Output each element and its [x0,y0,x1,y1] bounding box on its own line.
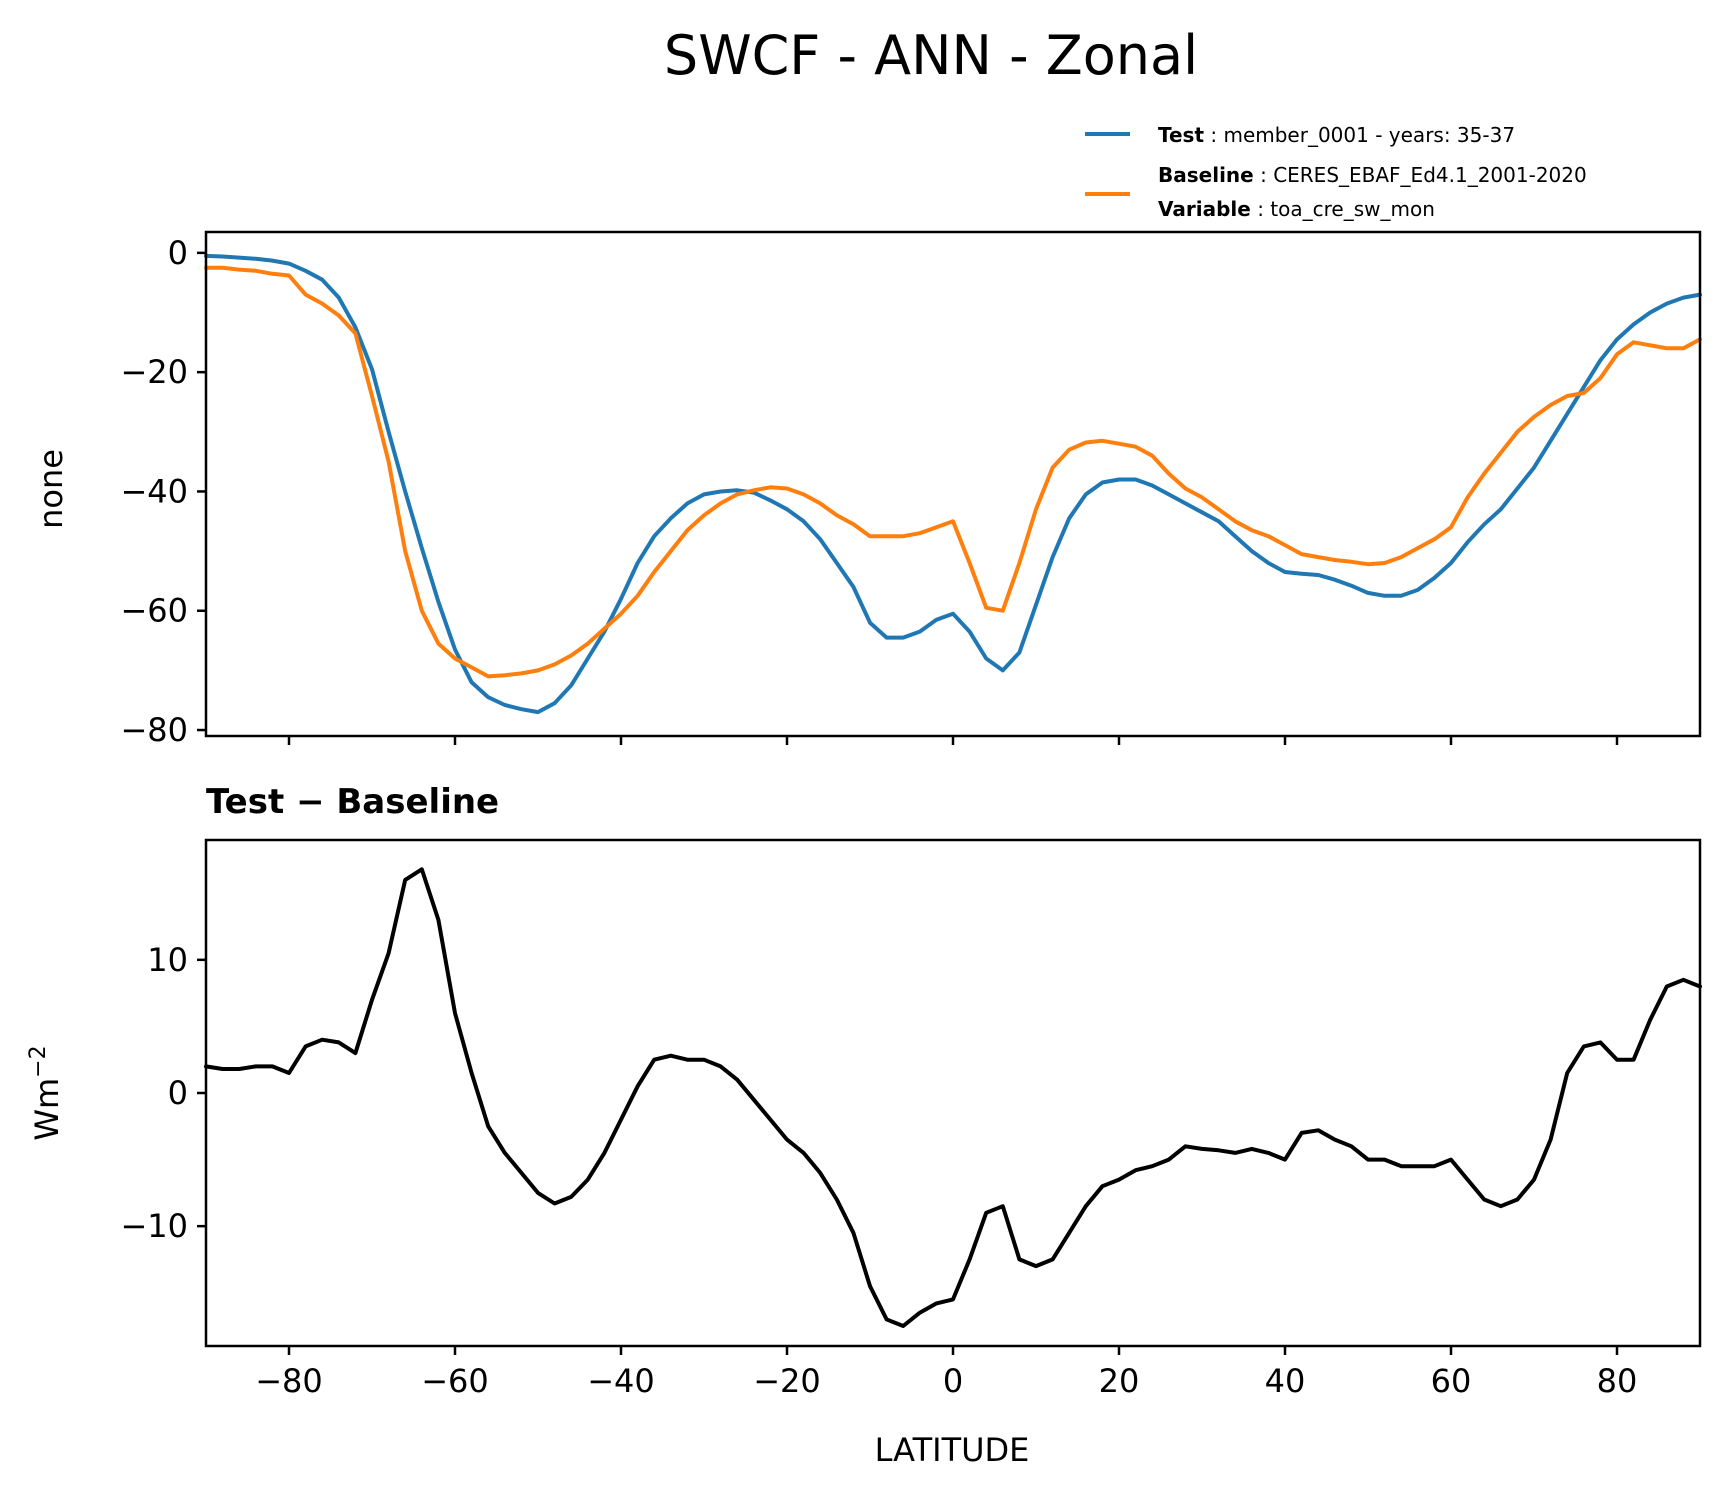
bottom-x-tick-label: 40 [1265,1362,1306,1400]
top-panel-y-ticks: 0 −20 −40 −60 −80 [120,234,206,749]
bottom-panel-frame [204,838,1702,1348]
bottom-x-tick-label: −20 [753,1362,821,1400]
bottom-panel-y-label: Wm−2 [26,1045,66,1140]
top-panel-series [204,253,1702,715]
top-y-tick-label: −60 [120,592,188,630]
legend-variable-key: Variable [1158,197,1251,221]
legend-test-label: Test : member_0001 - years: 35-37 [1158,123,1515,147]
legend-baseline-key: Baseline [1158,163,1254,187]
top-panel-x-ticks [287,736,1619,745]
legend: Test : member_0001 - years: 35-37 Baseli… [1085,123,1587,221]
top-series-test [204,253,1702,715]
x-axis-label: LATITUDE [875,1431,1030,1469]
top-y-tick-label: −20 [120,353,188,391]
bottom-x-tick-label: 20 [1099,1362,1140,1400]
legend-variable-text: toa_cre_sw_mon [1270,197,1435,221]
bottom-series-test-baseline [204,867,1702,1328]
top-y-tick-label: −40 [120,472,188,510]
bottom-x-tick-label: 60 [1431,1362,1472,1400]
legend-baseline-text: CERES_EBAF_Ed4.1_2001-2020 [1273,163,1587,187]
bottom-panel-x-ticks: −80 −60 −40 −20 0 20 40 60 80 [255,1346,1637,1400]
legend-test-text: member_0001 - years: 35-37 [1223,123,1515,147]
bottom-y-tick-label: 0 [168,1074,188,1112]
bottom-y-tick-label: 10 [147,941,188,979]
top-panel: 0 −20 −40 −60 −80 none [32,230,1702,749]
figure-title: SWCF - ANN - Zonal [664,24,1198,87]
top-panel-y-label: none [32,449,70,529]
top-y-tick-label: 0 [168,234,188,272]
legend-test-key: Test [1158,123,1204,147]
legend-baseline-label: Baseline : CERES_EBAF_Ed4.1_2001-2020 [1158,163,1587,187]
bottom-x-tick-label: −80 [255,1362,323,1400]
top-y-tick-label: −80 [120,711,188,749]
bottom-x-tick-label: 80 [1597,1362,1638,1400]
bottom-panel-series [204,867,1702,1328]
legend-variable-label: Variable : toa_cre_sw_mon [1158,197,1435,221]
bottom-y-tick-label: −10 [120,1207,188,1245]
bottom-panel: Test − Baseline 10 0 −10 −80 −60 −40 −20 0 20 40… [26,782,1702,1469]
bottom-x-tick-label: −60 [421,1362,489,1400]
bottom-x-tick-label: −40 [587,1362,655,1400]
top-series-baseline [204,265,1702,679]
bottom-panel-y-ticks: 10 0 −10 [120,941,206,1245]
bottom-panel-title: Test − Baseline [206,782,499,822]
bottom-x-tick-label: 0 [943,1362,963,1400]
